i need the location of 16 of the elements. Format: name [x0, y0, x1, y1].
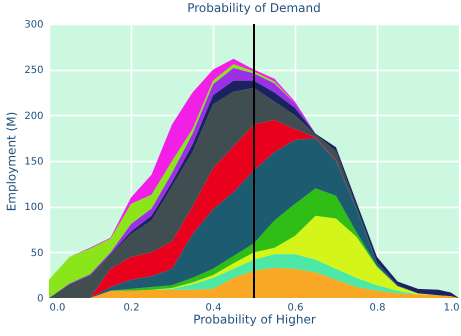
y-tick-label: 300 [24, 20, 44, 30]
chart-title: Probability of Demand [187, 1, 321, 15]
x-tick-label: 0.2 [124, 302, 140, 314]
y-tick-label: 200 [24, 110, 44, 122]
y-tick-label: 50 [30, 248, 44, 259]
y-tick-label: 0 [37, 294, 44, 304]
y-axis-title: Employment (M) [4, 112, 18, 212]
y-tick-label: 100 [24, 202, 44, 214]
x-tick-label: 0.8 [370, 302, 386, 314]
y-tick-label: 250 [24, 65, 44, 76]
x-tick-label: 1.0 [444, 302, 460, 314]
x-axis-title: Probability of Higher [193, 312, 316, 326]
x-tick-label: 0.4 [206, 302, 222, 314]
x-tick-label: 0.0 [50, 302, 66, 314]
x-tick-label: 0.6 [288, 302, 304, 314]
y-tick-label: 150 [24, 156, 44, 168]
